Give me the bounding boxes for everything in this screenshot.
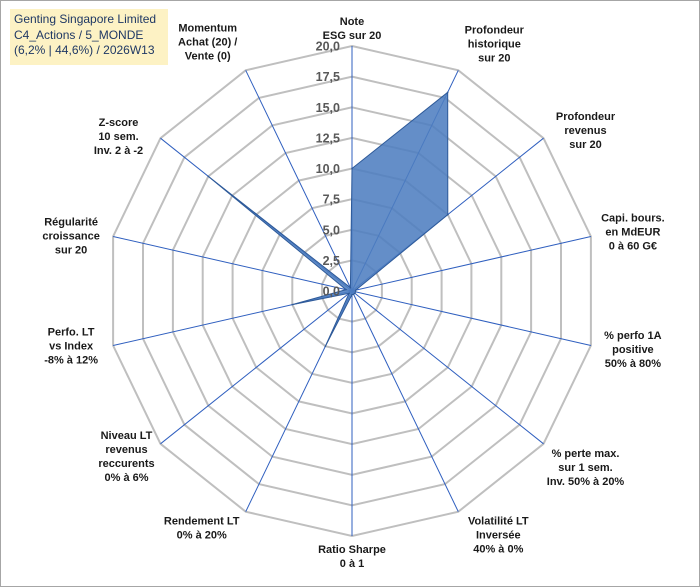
axis-label-13: Momentum Achat (20) / Vente (0): [178, 22, 237, 62]
data-point-11: [345, 288, 347, 291]
spoke-3: [351, 236, 592, 292]
data-point-12: [207, 175, 210, 178]
axis-label-8-line-0: Rendement LT: [164, 516, 240, 528]
axis-label-7: Ratio Sharpe 0 à 1: [318, 544, 386, 570]
axis-label-6-line-1: Inversée: [476, 530, 521, 542]
axis-label-2-line-0: Profondeur: [556, 111, 616, 123]
tick-label-4: 10,0: [316, 162, 340, 176]
axis-label-13-line-1: Achat (20) /: [178, 36, 237, 48]
axis-label-3-line-1: en MdEUR: [605, 226, 660, 238]
data-point-2: [447, 213, 449, 216]
axis-label-11-line-2: sur 20: [55, 245, 87, 257]
tick-label-2: 5,0: [323, 223, 340, 237]
tick-label-1: 2,5: [323, 254, 340, 268]
data-point-13: [349, 286, 352, 289]
tick-label-8: 20,0: [316, 40, 340, 54]
spoke-9: [160, 290, 353, 445]
tick-label-3: 7,5: [323, 193, 340, 207]
axis-label-0-line-1: ESG sur 20: [323, 30, 382, 42]
data-point-1: [446, 91, 449, 94]
axis-label-0: Note ESG sur 20: [323, 16, 382, 42]
axis-label-12-line-2: Inv. 2 à -2: [94, 145, 143, 157]
info-stats: (6,2% | 44,6%) / 2026W13: [14, 43, 155, 57]
axis-label-1: Profondeur historique sur 20: [465, 24, 525, 64]
axis-label-5-line-0: % perte max.: [552, 448, 620, 460]
data-point-7: [351, 293, 353, 296]
axis-label-1-line-0: Profondeur: [465, 24, 525, 36]
axis-label-4-line-0: % perfo 1A: [604, 330, 662, 342]
data-point-8: [324, 345, 327, 348]
info-box: Genting Singapore Limited C4_Actions / 5…: [10, 9, 168, 65]
axis-label-6-line-2: 40% à 0%: [473, 544, 523, 556]
axis-label-12: Z-score 10 sem. Inv. 2 à -2: [94, 117, 143, 157]
data-point-4: [354, 291, 357, 293]
axis-label-13-line-0: Momentum: [178, 22, 237, 34]
axis-label-7-line-0: Ratio Sharpe: [318, 544, 386, 556]
spoke-5: [351, 290, 544, 445]
data-point-5: [354, 292, 356, 295]
axis-label-11-line-0: Régularité: [44, 217, 98, 229]
axis-label-5-line-1: sur 1 sem.: [558, 462, 612, 474]
axis-label-2-line-1: revenus: [564, 125, 606, 137]
axis-label-11: Régularité croissance sur 20: [42, 217, 99, 257]
axis-label-layer: Note ESG sur 20 Profondeur historique sur 20…: [42, 16, 664, 570]
tick-layer: 0,0 2,5 5,0 7,5 10,0 12,5 15,0 17,5 20,0: [316, 40, 340, 299]
axis-label-5: % perte max. sur 1 sem. Inv. 50% à 20%: [547, 448, 625, 488]
axis-label-10-line-0: Perfo. LT: [48, 327, 95, 339]
axis-label-7-line-1: 0 à 1: [340, 558, 364, 570]
axis-label-4: % perfo 1A positive 50% à 80%: [604, 330, 662, 370]
axis-label-11-line-1: croissance: [42, 231, 99, 243]
axis-label-13-line-2: Vente (0): [185, 50, 231, 62]
axis-label-10: Perfo. LT vs Index -8% à 12%: [44, 327, 98, 367]
axis-label-9-line-2: reccurents: [98, 458, 154, 470]
data-point-6: [352, 293, 355, 296]
axis-label-4-line-2: 50% à 80%: [605, 358, 661, 370]
axis-label-8: Rendement LT 0% à 20%: [164, 516, 240, 542]
axis-label-10-line-2: -8% à 12%: [44, 355, 98, 367]
axis-label-2-line-2: sur 20: [569, 139, 601, 151]
axis-label-6-line-0: Volatilité LT: [468, 516, 529, 528]
tick-label-5: 12,5: [316, 131, 340, 145]
data-point-0: [351, 167, 353, 170]
info-title: Genting Singapore Limited: [14, 12, 157, 26]
axis-label-12-line-0: Z-score: [99, 117, 139, 129]
axis-label-9-line-1: revenus: [105, 444, 147, 456]
spoke-13: [245, 70, 353, 292]
axis-label-5-line-2: Inv. 50% à 20%: [547, 476, 625, 488]
spoke-4: [351, 290, 592, 346]
axis-label-9-line-0: Niveau LT: [101, 430, 153, 442]
series-layer: [207, 91, 449, 348]
axis-label-10-line-1: vs Index: [49, 341, 94, 353]
data-point-9: [348, 292, 350, 295]
axis-label-2: Profondeur revenus sur 20: [556, 111, 616, 151]
axis-label-4-line-1: positive: [612, 344, 654, 356]
axis-label-6: Volatilité LT Inversée 40% à 0%: [468, 516, 529, 556]
data-point-3: [354, 289, 357, 292]
spoke-11: [112, 236, 353, 292]
data-point-10: [291, 303, 294, 306]
axis-label-12-line-1: 10 sem.: [98, 131, 138, 143]
tick-label-6: 15,0: [316, 101, 340, 115]
axis-label-9-line-3: 0% à 6%: [104, 472, 148, 484]
tick-label-7: 17,5: [316, 70, 340, 84]
tick-label-0: 0,0: [323, 285, 340, 299]
axis-label-0-line-0: Note: [340, 16, 364, 28]
axis-label-3-line-2: 0 à 60 G€: [609, 240, 657, 252]
axis-label-8-line-1: 0% à 20%: [177, 530, 227, 542]
axis-label-1-line-1: historique: [468, 38, 521, 50]
info-category: C4_Actions / 5_MONDE: [14, 27, 144, 42]
axis-label-3-line-0: Capi. bours.: [601, 212, 665, 224]
axis-label-1-line-2: sur 20: [478, 52, 510, 64]
spoke-6: [351, 290, 459, 512]
axis-label-9: Niveau LT revenus reccurents 0% à 6%: [98, 430, 154, 484]
axis-label-3: Capi. bours. en MdEUR 0 à 60 G€: [601, 212, 665, 252]
